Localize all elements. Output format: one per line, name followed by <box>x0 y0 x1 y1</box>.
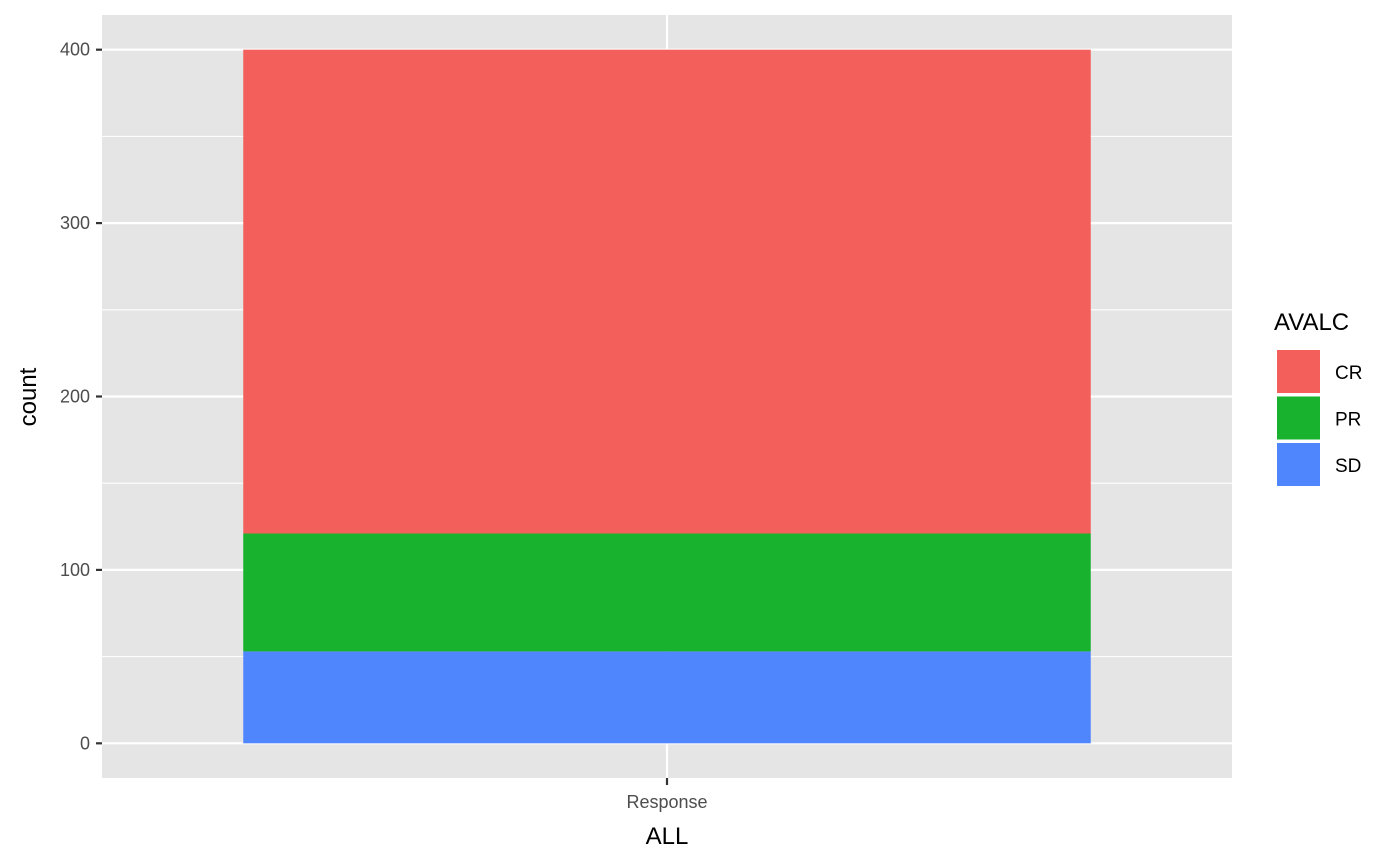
legend-key-sd <box>1277 443 1320 486</box>
x-tick-label: Response <box>626 792 707 812</box>
legend-items: CR PR SD <box>1277 350 1362 486</box>
y-tick-label: 200 <box>60 387 90 407</box>
y-tick-label: 300 <box>60 213 90 233</box>
legend-title: AVALC <box>1274 309 1349 336</box>
y-tick-label: 100 <box>60 560 90 580</box>
legend-label-cr: CR <box>1335 363 1362 384</box>
legend-key-cr <box>1277 350 1320 393</box>
y-tick-label: 400 <box>60 40 90 60</box>
y-axis-title: count <box>15 367 42 426</box>
bar-segment-pr <box>243 533 1091 652</box>
bar-segment-sd <box>243 651 1091 744</box>
bar-segment-cr <box>243 49 1091 534</box>
bars <box>243 49 1091 744</box>
y-tick-label: 0 <box>80 733 90 753</box>
x-axis-title: ALL <box>646 823 689 850</box>
legend-label-sd: SD <box>1335 456 1361 477</box>
y-axis: 0 100 200 300 400 <box>60 40 102 753</box>
legend-label-pr: PR <box>1335 410 1361 431</box>
x-axis: Response <box>626 778 708 812</box>
legend: AVALC CR PR SD <box>1274 309 1362 486</box>
legend-key-pr <box>1277 396 1320 440</box>
